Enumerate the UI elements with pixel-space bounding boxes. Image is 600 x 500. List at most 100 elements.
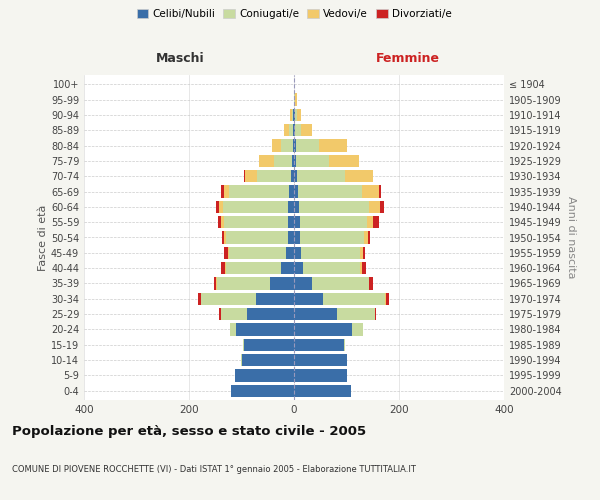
Bar bbox=[294, 292, 323, 305]
Bar bbox=[216, 200, 220, 213]
Bar bbox=[294, 170, 297, 182]
Bar bbox=[229, 246, 286, 259]
Bar bbox=[299, 200, 368, 213]
Bar bbox=[294, 262, 304, 274]
Bar bbox=[244, 338, 294, 351]
Y-axis label: Fasce di età: Fasce di età bbox=[38, 204, 48, 270]
Bar bbox=[360, 246, 363, 259]
Bar bbox=[281, 139, 293, 152]
Bar bbox=[217, 277, 271, 290]
Bar bbox=[274, 154, 292, 167]
Bar bbox=[294, 338, 344, 351]
Bar bbox=[362, 262, 366, 274]
Bar bbox=[373, 216, 379, 228]
Bar bbox=[272, 139, 281, 152]
Bar bbox=[291, 170, 294, 182]
Bar bbox=[367, 216, 373, 228]
Bar bbox=[286, 246, 294, 259]
Bar bbox=[294, 323, 352, 336]
Bar bbox=[292, 154, 294, 167]
Bar bbox=[244, 170, 245, 182]
Bar bbox=[294, 216, 300, 228]
Bar bbox=[386, 292, 389, 305]
Bar bbox=[364, 231, 367, 244]
Bar bbox=[295, 124, 301, 136]
Bar bbox=[300, 216, 367, 228]
Bar bbox=[284, 124, 289, 136]
Bar bbox=[271, 277, 294, 290]
Bar bbox=[241, 354, 294, 366]
Bar bbox=[222, 231, 224, 244]
Bar bbox=[294, 246, 301, 259]
Bar bbox=[224, 246, 229, 259]
Bar bbox=[294, 124, 295, 136]
Text: Maschi: Maschi bbox=[155, 52, 205, 65]
Bar bbox=[221, 262, 225, 274]
Bar bbox=[294, 93, 295, 106]
Bar bbox=[380, 200, 385, 213]
Bar bbox=[199, 292, 201, 305]
Bar bbox=[214, 277, 217, 290]
Bar bbox=[294, 277, 312, 290]
Bar bbox=[329, 154, 359, 167]
Bar bbox=[319, 139, 347, 152]
Bar bbox=[293, 139, 294, 152]
Bar bbox=[337, 308, 375, 320]
Bar bbox=[221, 308, 247, 320]
Bar bbox=[294, 369, 347, 382]
Bar bbox=[289, 124, 293, 136]
Bar bbox=[259, 154, 274, 167]
Bar bbox=[221, 185, 224, 198]
Bar bbox=[294, 139, 296, 152]
Bar bbox=[298, 185, 362, 198]
Bar bbox=[218, 216, 221, 228]
Bar bbox=[363, 246, 365, 259]
Bar bbox=[224, 216, 288, 228]
Bar bbox=[295, 93, 296, 106]
Bar bbox=[294, 354, 347, 366]
Bar bbox=[369, 277, 373, 290]
Bar bbox=[360, 262, 362, 274]
Bar bbox=[344, 338, 346, 351]
Bar bbox=[229, 185, 289, 198]
Bar bbox=[294, 308, 337, 320]
Bar bbox=[301, 231, 364, 244]
Bar bbox=[245, 170, 257, 182]
Bar bbox=[243, 338, 244, 351]
Bar bbox=[304, 262, 360, 274]
Bar bbox=[294, 231, 301, 244]
Bar bbox=[226, 262, 281, 274]
Bar bbox=[294, 384, 350, 397]
Bar bbox=[226, 231, 288, 244]
Bar bbox=[288, 231, 294, 244]
Bar bbox=[294, 154, 296, 167]
Bar bbox=[296, 154, 329, 167]
Bar bbox=[221, 216, 224, 228]
Bar bbox=[224, 185, 229, 198]
Bar bbox=[288, 216, 294, 228]
Text: COMUNE DI PIOVENE ROCCHETTE (VI) - Dati ISTAT 1° gennaio 2005 - Elaborazione TUT: COMUNE DI PIOVENE ROCCHETTE (VI) - Dati … bbox=[12, 465, 416, 474]
Bar bbox=[257, 170, 291, 182]
Bar bbox=[223, 200, 288, 213]
Bar bbox=[289, 185, 294, 198]
Bar bbox=[301, 246, 360, 259]
Bar bbox=[297, 170, 346, 182]
Bar bbox=[235, 369, 294, 382]
Bar bbox=[247, 308, 294, 320]
Bar bbox=[220, 200, 223, 213]
Text: Popolazione per età, sesso e stato civile - 2005: Popolazione per età, sesso e stato civil… bbox=[12, 425, 366, 438]
Bar bbox=[288, 200, 294, 213]
Bar bbox=[352, 323, 364, 336]
Bar bbox=[323, 292, 385, 305]
Bar bbox=[294, 185, 298, 198]
Bar bbox=[362, 185, 379, 198]
Bar bbox=[236, 323, 294, 336]
Bar bbox=[375, 308, 376, 320]
Bar bbox=[379, 185, 380, 198]
Bar bbox=[296, 139, 319, 152]
Y-axis label: Anni di nascita: Anni di nascita bbox=[566, 196, 575, 279]
Bar bbox=[281, 262, 294, 274]
Bar bbox=[346, 170, 373, 182]
Bar bbox=[231, 384, 294, 397]
Bar bbox=[224, 231, 226, 244]
